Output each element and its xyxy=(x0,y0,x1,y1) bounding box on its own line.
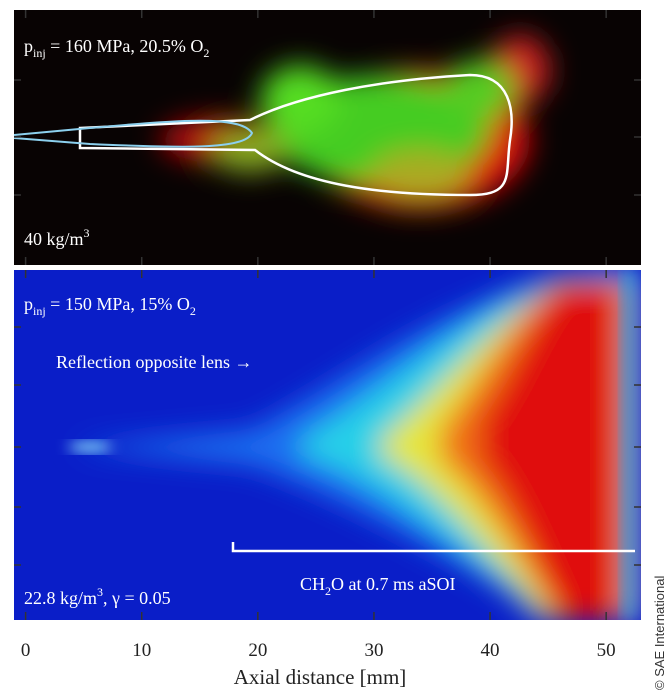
panel-top: pinj = 160 MPa, 20.5% O2 40 kg/m3 xyxy=(14,10,641,265)
credit: © SAE International xyxy=(652,576,667,690)
x-tick-label: 0 xyxy=(21,640,31,661)
density: 22.8 kg/m3, γ = 0.05 xyxy=(24,585,171,608)
annotation: pinj = 150 MPa, 15% O2 xyxy=(24,294,196,318)
x-tick-label: 40 xyxy=(481,640,500,661)
note: Reflection opposite lens → xyxy=(56,352,252,372)
x-axis-label: Axial distance [mm] xyxy=(234,665,407,689)
annotation: pinj = 160 MPa, 20.5% O2 xyxy=(24,36,209,60)
x-tick-label: 30 xyxy=(364,640,383,661)
x-ticks: 0 10 20 30 40 50 xyxy=(21,10,616,661)
density: 40 kg/m3 xyxy=(24,226,90,249)
x-tick-label: 10 xyxy=(132,640,151,661)
side-ticks xyxy=(14,79,641,566)
label: CH2O at 0.7 ms aSOI xyxy=(300,574,456,598)
x-tick-label: 20 xyxy=(248,640,267,661)
x-tick-label: 50 xyxy=(597,640,616,661)
panel-bottom: pinj = 150 MPa, 15% O2 Reflection opposi… xyxy=(14,270,641,620)
